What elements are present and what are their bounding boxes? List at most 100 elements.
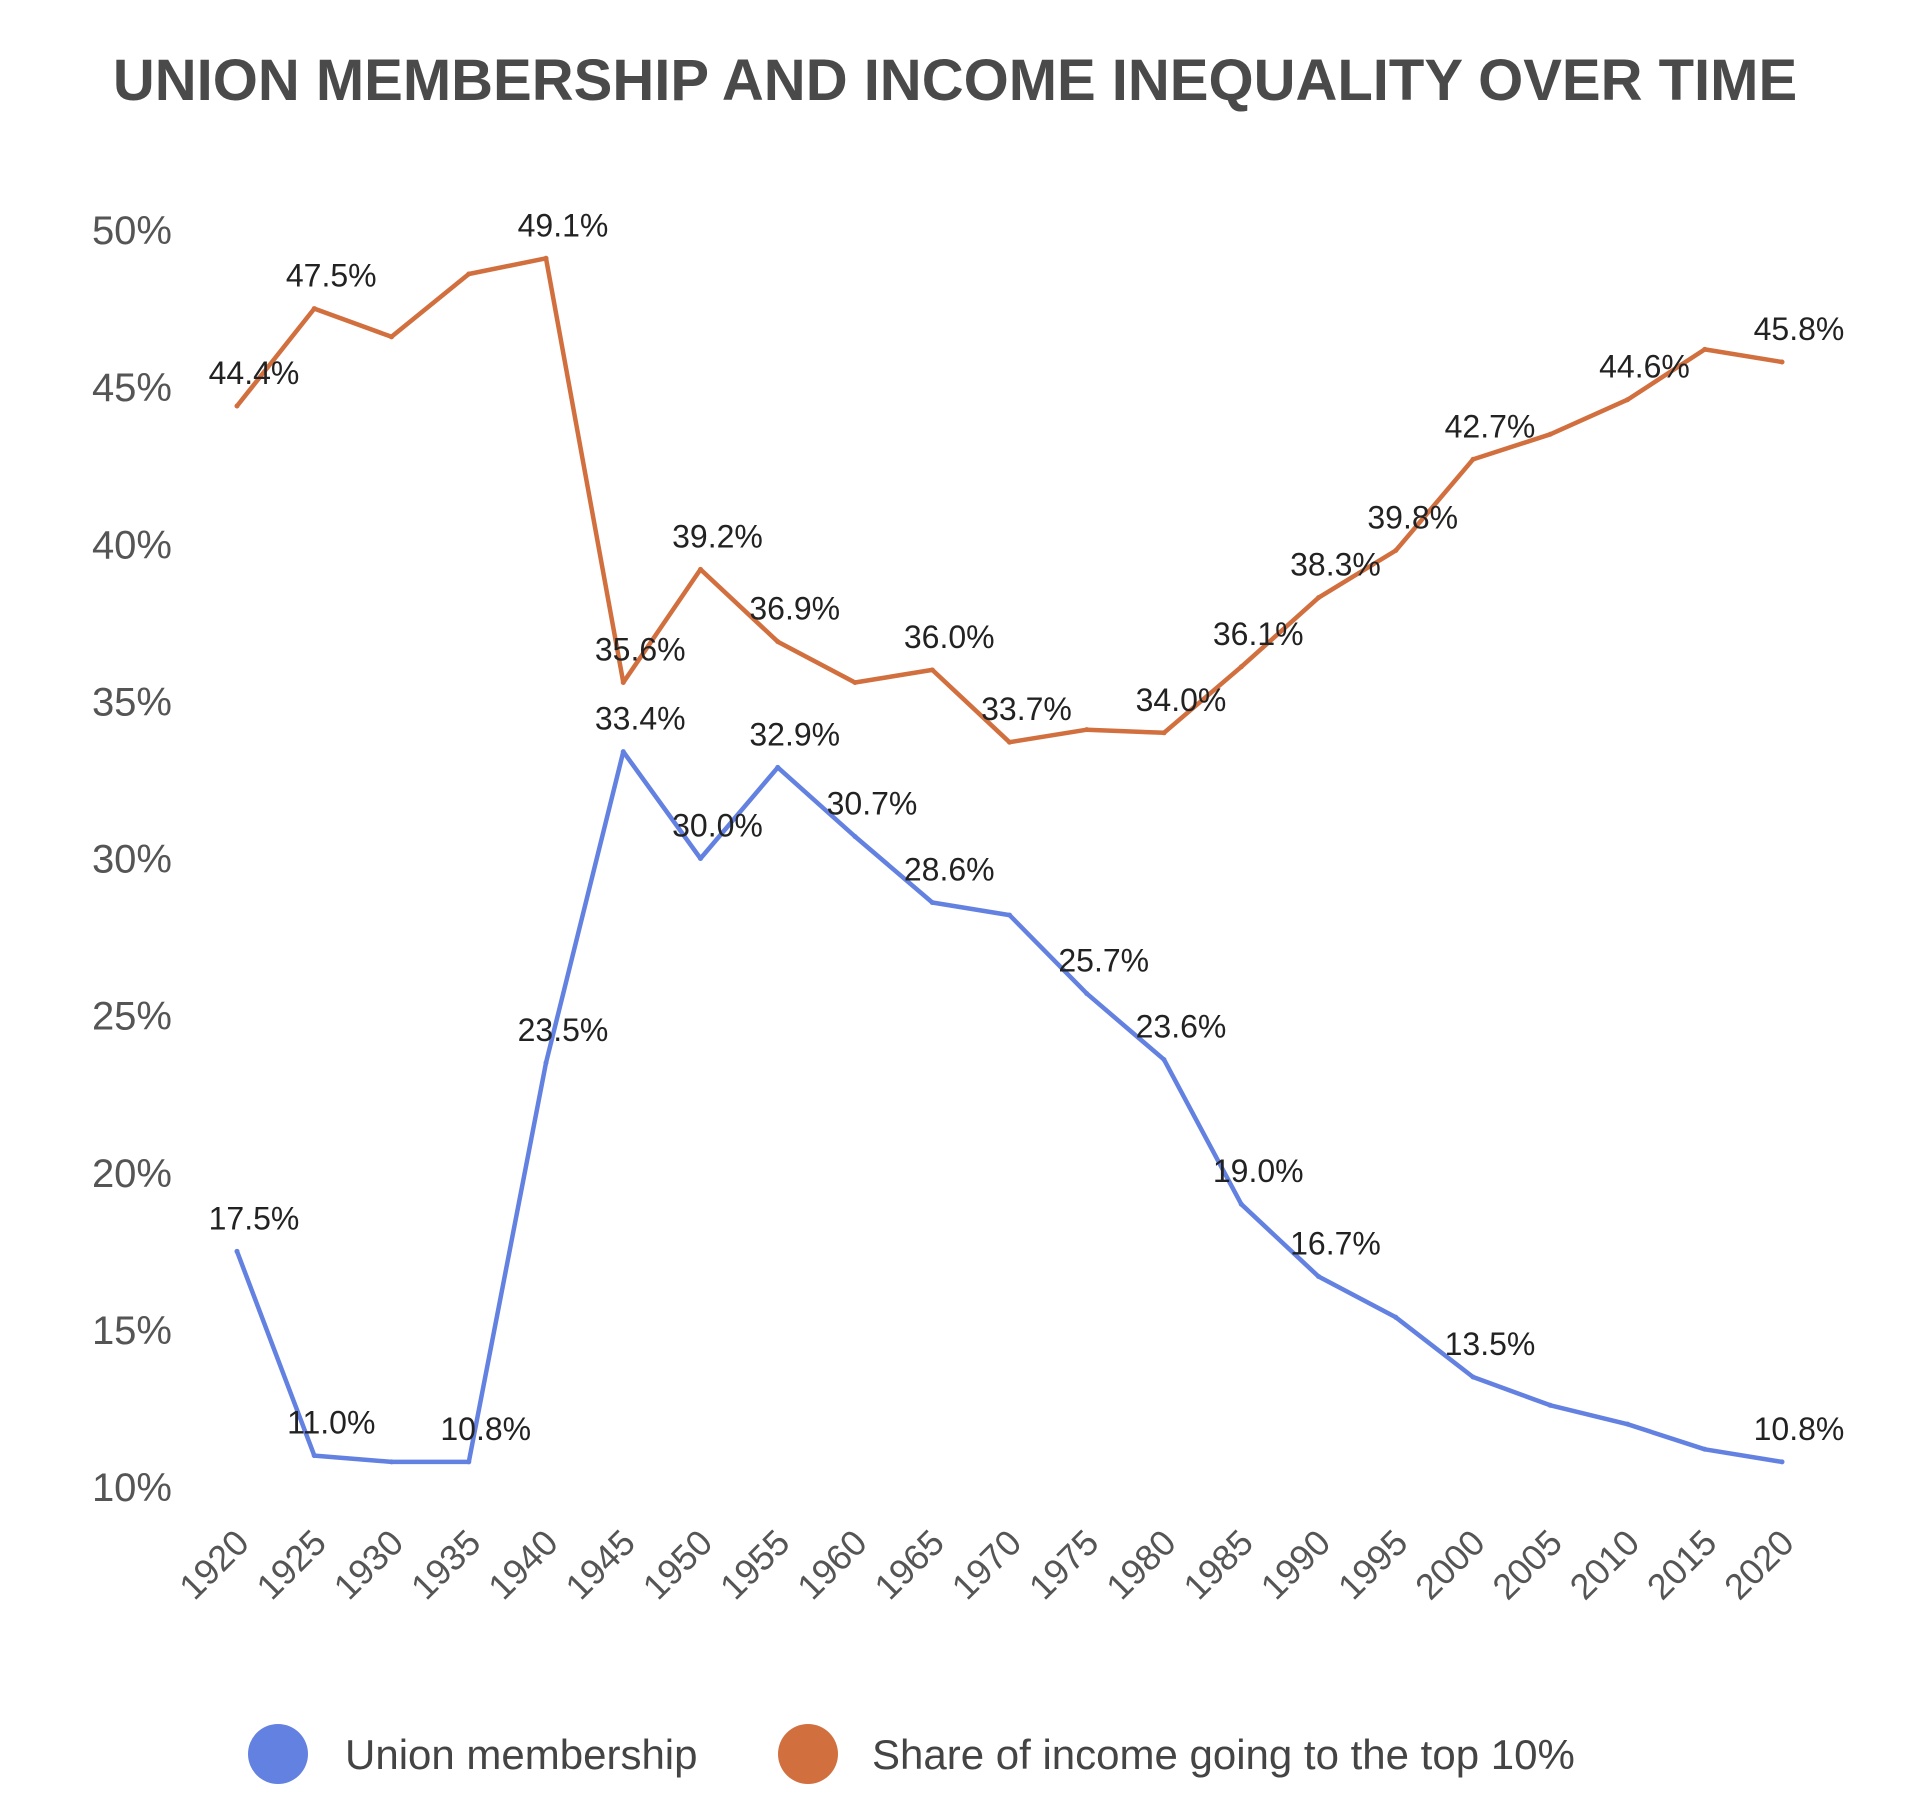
union-membership-point xyxy=(1238,1201,1244,1207)
union-membership-point xyxy=(1625,1421,1630,1427)
x-tick-label: 1920 xyxy=(171,1522,257,1608)
union-membership-point xyxy=(1007,912,1012,918)
y-tick-label: 40% xyxy=(92,523,172,567)
union-membership-data-label: 30.7% xyxy=(827,786,918,822)
top10-income-share-point xyxy=(1702,346,1708,352)
x-tick-label: 1960 xyxy=(789,1522,875,1608)
union-membership-data-label: 23.6% xyxy=(1136,1009,1227,1045)
union-membership-data-label: 17.5% xyxy=(209,1200,300,1236)
top10-income-share-data-label: 36.1% xyxy=(1213,616,1304,652)
top10-income-share-data-label: 49.1% xyxy=(518,207,609,243)
legend-swatch xyxy=(248,1724,308,1784)
x-tick-label: 2020 xyxy=(1716,1522,1802,1608)
top10-income-share-point xyxy=(1547,431,1553,437)
union-membership-data-label: 11.0% xyxy=(287,1405,375,1441)
top10-income-share-point xyxy=(1470,456,1476,462)
x-tick-label: 1995 xyxy=(1330,1522,1416,1608)
union-membership-point xyxy=(1316,1273,1321,1279)
y-tick-label: 10% xyxy=(92,1466,172,1510)
union-membership-data-label: 30.0% xyxy=(672,808,763,844)
y-tick-label: 30% xyxy=(92,838,172,882)
legend-item-union-membership: Union membership xyxy=(248,1724,698,1784)
union-membership-data-label: 33.4% xyxy=(595,701,686,737)
top10-income-share-data-label: 39.8% xyxy=(1367,500,1458,536)
top10-income-share-point xyxy=(698,566,703,572)
top10-income-share-point xyxy=(775,639,781,645)
union-membership-point xyxy=(1161,1057,1167,1063)
top10-income-share-point xyxy=(389,334,394,340)
series-layer xyxy=(234,255,1785,1465)
top10-income-share-point xyxy=(466,271,472,277)
union-membership-data-label: 10.8% xyxy=(1754,1411,1845,1447)
x-tick-label: 2000 xyxy=(1407,1522,1493,1608)
union-membership-data-label: 10.8% xyxy=(440,1411,531,1447)
y-tick-label: 25% xyxy=(92,995,172,1039)
top10-income-share-data-label: 42.7% xyxy=(1445,408,1536,444)
y-tick-label: 35% xyxy=(92,680,172,724)
top10-income-share-point xyxy=(1393,548,1399,554)
legend-label: Union membership xyxy=(345,1731,698,1778)
union-membership-point xyxy=(1470,1374,1476,1380)
x-tick-label: 1990 xyxy=(1253,1522,1339,1608)
top10-income-share-point xyxy=(1238,664,1244,670)
top10-income-share-point xyxy=(234,403,240,409)
x-tick-label: 1940 xyxy=(480,1522,566,1608)
top10-income-share-point xyxy=(1625,397,1630,403)
union-membership-point xyxy=(389,1459,394,1465)
union-membership-point xyxy=(311,1453,317,1459)
x-tick-label: 1945 xyxy=(557,1522,643,1608)
x-tick-label: 1930 xyxy=(326,1522,412,1608)
union-membership-line xyxy=(234,749,1785,1465)
union-membership-data-label: 25.7% xyxy=(1058,943,1149,979)
union-membership-data-label: 13.5% xyxy=(1445,1326,1536,1362)
top10-income-share-point xyxy=(1316,595,1321,601)
data-labels: 17.5% 11.0% 10.8% 23.5% 33.4% 30.0% 32.9% 30.7%… xyxy=(209,207,1845,1447)
top10-income-share-line xyxy=(234,256,1785,745)
legend: Union membership Share of income going to… xyxy=(248,1724,1575,1784)
top10-income-share-data-label: 44.4% xyxy=(209,355,300,391)
y-tick-label: 20% xyxy=(92,1152,172,1196)
x-tick-label: 1980 xyxy=(1098,1522,1184,1608)
union-membership-point xyxy=(543,1060,549,1066)
top10-income-share-data-label: 33.7% xyxy=(981,691,1072,727)
union-membership-data-label: 32.9% xyxy=(749,716,840,752)
union-membership-point xyxy=(1702,1446,1708,1452)
x-axis: 1920192519301935194019451950195519601965… xyxy=(171,1522,1802,1608)
x-tick-label: 1985 xyxy=(1175,1522,1261,1608)
top10-income-share-data-label: 39.2% xyxy=(672,518,763,554)
top10-income-share-point xyxy=(1161,730,1167,736)
union-membership-point xyxy=(620,749,626,755)
union-membership-data-label: 23.5% xyxy=(518,1012,609,1048)
union-membership-point xyxy=(1547,1402,1553,1408)
x-tick-label: 1965 xyxy=(866,1522,952,1608)
union-membership-point xyxy=(775,764,781,770)
union-membership-point xyxy=(466,1459,472,1465)
legend-label: Share of income going to the top 10% xyxy=(872,1731,1575,1778)
union-membership-data-label: 19.0% xyxy=(1213,1153,1304,1189)
chart-title: UNION MEMBERSHIP AND INCOME INEQUALITY O… xyxy=(113,48,1797,113)
top10-income-share-data-label: 47.5% xyxy=(286,258,377,294)
y-tick-label: 45% xyxy=(92,366,172,410)
top10-income-share-data-label: 44.6% xyxy=(1599,349,1690,385)
union-membership-point xyxy=(698,856,703,861)
top10-income-share-data-label: 36.9% xyxy=(749,591,840,627)
top10-income-share-data-label: 36.0% xyxy=(904,619,995,655)
union-membership-data-label: 16.7% xyxy=(1290,1225,1381,1261)
top10-income-share-point xyxy=(543,255,549,261)
union-membership-point xyxy=(852,834,858,840)
x-tick-label: 1935 xyxy=(403,1522,489,1608)
y-tick-label: 15% xyxy=(92,1309,172,1353)
x-tick-label: 1955 xyxy=(712,1522,798,1608)
top10-income-share-data-label: 34.0% xyxy=(1136,682,1227,718)
union-membership-point xyxy=(234,1248,240,1254)
legend-swatch xyxy=(778,1724,838,1784)
y-axis: 10% 15% 20% 25% 30% 35% 40% 45% 50% xyxy=(92,209,172,1510)
legend-item-top10-income-share: Share of income going to the top 10% xyxy=(778,1724,1575,1784)
top10-income-share-data-label: 35.6% xyxy=(595,632,686,668)
top10-income-share-data-label: 38.3% xyxy=(1290,547,1381,583)
y-tick-label: 50% xyxy=(92,209,172,253)
top10-income-share-point xyxy=(1007,739,1012,745)
union-membership-point xyxy=(1779,1459,1785,1465)
top10-income-share-point xyxy=(1084,727,1090,733)
